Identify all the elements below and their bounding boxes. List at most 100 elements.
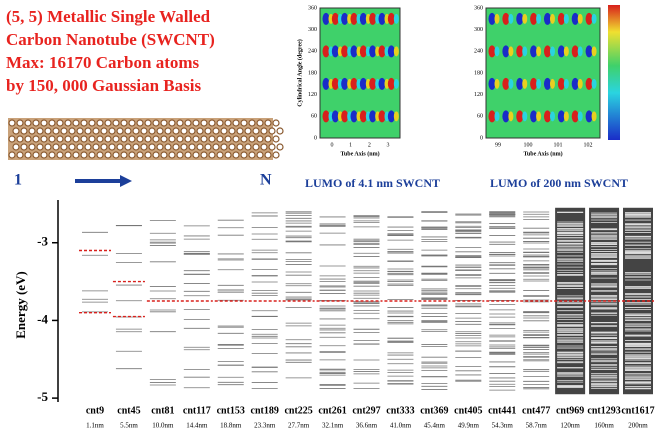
lobe [536,111,541,121]
hex [229,128,235,134]
lobe [394,14,399,24]
lobe [564,46,569,56]
hex [81,120,87,126]
column-label: cnt441 [488,405,516,416]
hex [201,152,207,158]
lobe [522,79,527,89]
hex [113,152,119,158]
lobe [489,13,496,25]
hex [261,128,267,134]
y-tick-label: 120 [308,92,317,98]
lobe [369,45,376,57]
hex [77,144,83,150]
hex [13,144,19,150]
hex [253,144,259,150]
hex [181,144,187,150]
lobe [495,79,500,89]
hex [213,144,219,150]
lobe [586,45,593,57]
y-tick-label: -3 [37,234,48,249]
x-tick-label: 102 [584,142,593,148]
hex [85,128,91,134]
column-size: 1.1nm [86,422,104,430]
column-label: cnt189 [251,405,279,416]
lobe [586,13,593,25]
lobe [332,13,339,25]
hex [233,136,239,142]
column-size: 32.1nm [322,422,344,430]
hex [261,144,267,150]
lobe [502,45,509,57]
lobe [530,78,537,90]
hex [257,136,263,142]
y-tick-label: 60 [311,114,317,120]
lobe [572,78,579,90]
hex [149,128,155,134]
caption: LUMO of 4.1 nm SWCNT [305,176,440,190]
lobe [578,79,583,89]
hex [169,120,175,126]
figure: (5, 5) Metallic Single Walled Carbon Nan… [0,0,662,433]
hex [93,128,99,134]
lobe [550,46,555,56]
arrow-head [120,175,132,187]
column-label: cnt153 [217,405,245,416]
lobe [578,46,583,56]
y-tick-label: 0 [480,135,483,141]
hex [73,136,79,142]
y-tick-label: 0 [314,135,317,141]
lobe [530,45,537,57]
lobe [564,14,569,24]
hex [181,128,187,134]
column-size: 18.8nm [220,422,242,430]
hex [141,144,147,150]
hex [173,144,179,150]
column-size: 45.4nm [424,422,446,430]
column-label: cnt1617 [621,405,654,416]
lobe [360,45,367,57]
hex [109,128,115,134]
y-tick-label: 120 [474,92,483,98]
hex [265,120,271,126]
hex [185,152,191,158]
lobe [360,13,367,25]
hex [113,120,119,126]
hex [85,144,91,150]
hex [65,120,71,126]
title-line: Max: 16170 Carbon atoms [6,53,200,72]
hex [25,136,31,142]
hex [25,152,31,158]
hex [13,128,19,134]
column-label: cnt81 [151,405,174,416]
hex [193,136,199,142]
hex [225,120,231,126]
column-size: 58.7nm [526,422,548,430]
hex [37,128,43,134]
hex [241,152,247,158]
lobe [592,14,597,24]
hex [185,136,191,142]
lobe [544,78,551,90]
hex [17,152,23,158]
lobe [369,13,376,25]
column-size: 160nm [594,422,614,430]
hex [225,136,231,142]
lobe [530,110,537,122]
hex [233,152,239,158]
hex [177,136,183,142]
hex [105,120,111,126]
title-line: Carbon Nanotube (SWCNT) [6,30,215,49]
lobe [351,45,358,57]
hex [201,120,207,126]
column-size: 14.4nm [186,422,208,430]
lobe [351,78,358,90]
hex [33,136,39,142]
column-label: cnt1293 [587,405,620,416]
hex [33,120,39,126]
column-label: cnt225 [284,405,312,416]
hex [41,120,47,126]
column-label: cnt297 [352,405,380,416]
hex [53,128,59,134]
hex [169,152,175,158]
title-line: (5, 5) Metallic Single Walled [6,7,211,26]
